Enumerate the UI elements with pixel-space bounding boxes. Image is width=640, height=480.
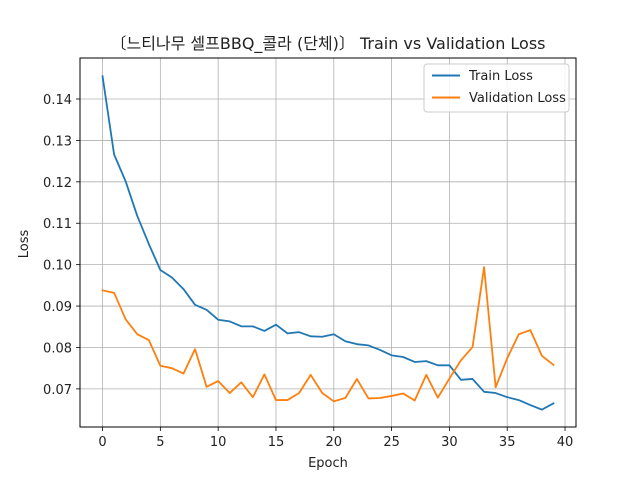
x-tick-label: 5: [156, 435, 164, 450]
x-tick-label: 40: [557, 435, 574, 450]
y-tick-label: 0.11: [43, 217, 72, 232]
validation-loss-line: [101, 266, 555, 403]
chart-title: 〔느티나무 셀프BBQ_콜라 (단체)〕 Train vs Validation…: [110, 34, 545, 54]
x-tick-label: 35: [499, 435, 516, 450]
y-tick-label: 0.10: [43, 259, 72, 274]
x-axis-label: Epoch: [308, 456, 348, 471]
legend-box: [423, 63, 570, 113]
y-tick-label: 0.13: [43, 134, 72, 149]
y-tick-label: 0.07: [43, 383, 72, 398]
x-tick-label: 25: [383, 435, 400, 450]
y-axis-ticks: 0.07 0.08 0.09 0.10 0.11 0.12 0.13 0.14: [43, 93, 80, 398]
y-tick-label: 0.14: [43, 93, 72, 108]
x-tick-label: 20: [326, 435, 343, 450]
legend-label-validation: Validation Loss: [469, 91, 566, 106]
train-loss-line: [101, 75, 555, 411]
x-tick-label: 30: [441, 435, 458, 450]
series-lines: [101, 75, 555, 411]
legend: Train Loss Validation Loss: [423, 63, 570, 113]
x-tick-label: 10: [210, 435, 227, 450]
grid: [80, 58, 576, 427]
y-tick-label: 0.12: [43, 176, 72, 191]
x-axis-ticks: 0 5 10 15 20 25 30 35 40: [98, 427, 573, 450]
plot-frame: [79, 57, 577, 428]
x-tick-label: 0: [98, 435, 106, 450]
y-tick-label: 0.08: [43, 341, 72, 356]
x-tick-label: 15: [268, 435, 285, 450]
y-axis-label: Loss: [17, 230, 32, 259]
legend-label-train: Train Loss: [468, 69, 533, 84]
y-tick-label: 0.09: [43, 300, 72, 315]
